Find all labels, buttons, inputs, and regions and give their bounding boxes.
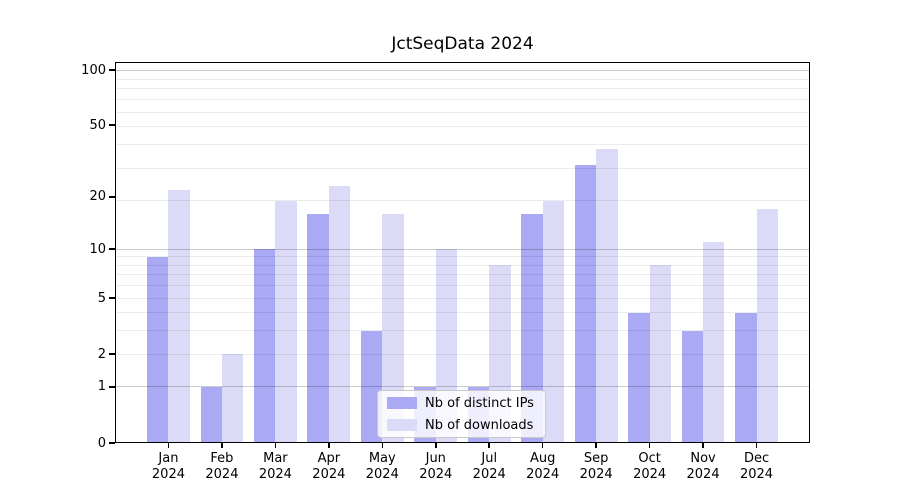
bar-nov-distinct-ips: [681, 330, 704, 443]
bar-jan-distinct-ips: [147, 256, 169, 443]
bar-sep-distinct-ips: [574, 165, 597, 443]
y-axis-tick: [109, 297, 115, 299]
x-axis-tick-label: Sep 2024: [579, 451, 613, 482]
x-axis-tick: [381, 443, 384, 448]
x-axis-tick-label: Jun 2024: [419, 451, 453, 482]
x-axis-tick-label: May 2024: [365, 451, 399, 482]
legend-label-distinct-ips: Nb of distinct IPs: [425, 395, 534, 411]
y-axis-tick-label: 0: [97, 435, 106, 451]
y-axis-tick-label: 1: [97, 379, 106, 395]
x-axis-tick-label: Jan 2024: [151, 451, 185, 482]
legend-swatch-distinct-ips-icon: [387, 397, 417, 409]
x-axis-tick-label: Aug 2024: [526, 451, 560, 482]
x-axis-tick: [167, 443, 170, 448]
legend-item-distinct-ips: Nb of distinct IPs: [387, 392, 545, 414]
x-axis-tick: [595, 443, 597, 448]
bar-may-distinct-ips: [360, 330, 383, 443]
y-axis-tick-label: 20: [89, 189, 106, 205]
x-axis-tick: [328, 443, 330, 448]
y-axis-tick: [109, 69, 115, 71]
x-axis-tick-label: Feb 2024: [205, 451, 239, 482]
x-axis-tick-label: Mar 2024: [258, 451, 292, 482]
legend-label-downloads: Nb of downloads: [425, 417, 534, 433]
x-axis-tick: [274, 443, 277, 448]
bar-oct-downloads: [649, 265, 671, 443]
x-axis-tick: [755, 443, 758, 448]
bar-mar-distinct-ips: [253, 249, 276, 443]
bar-aug-distinct-ips: [521, 214, 543, 443]
x-axis-tick-label: Dec 2024: [739, 451, 774, 482]
x-axis-tick-label: Jul 2024: [472, 451, 506, 482]
legend-item-downloads: Nb of downloads: [387, 414, 545, 436]
y-axis-tick: [109, 124, 115, 126]
y-axis-tick: [109, 353, 115, 355]
y-axis-tick: [109, 442, 115, 444]
x-axis-tick-label: Nov 2024: [686, 451, 720, 482]
bar-sep-downloads: [596, 149, 618, 443]
x-axis-tick-label: Oct 2024: [633, 451, 667, 482]
y-axis-tick: [109, 386, 115, 388]
bar-dec-downloads: [756, 209, 778, 443]
x-axis-tick: [702, 443, 704, 448]
x-axis-tick: [541, 443, 544, 448]
x-axis-tick-label: Apr 2024: [312, 451, 346, 482]
legend-swatch-downloads-icon: [387, 419, 417, 431]
legend: Nb of distinct IPs Nb of downloads: [377, 390, 546, 438]
y-axis-tick-label: 100: [81, 62, 106, 78]
x-axis-tick: [435, 443, 437, 448]
bar-nov-downloads: [703, 242, 725, 443]
bar-mar-downloads: [275, 200, 297, 443]
bar-may-downloads: [382, 214, 404, 443]
bar-jan-downloads: [168, 189, 190, 443]
y-axis-tick: [109, 248, 115, 250]
bar-apr-distinct-ips: [307, 214, 329, 443]
bar-feb-distinct-ips: [200, 386, 222, 443]
chart-title: JctSeqData 2024: [391, 34, 534, 54]
bar-oct-distinct-ips: [628, 312, 650, 443]
y-axis-tick-label: 2: [97, 346, 106, 362]
y-axis-tick: [109, 196, 115, 198]
y-axis-tick-label: 10: [89, 241, 106, 257]
x-axis-tick: [221, 443, 223, 448]
x-axis-tick: [488, 443, 490, 448]
x-axis-tick: [648, 443, 651, 448]
bar-apr-downloads: [328, 186, 351, 443]
y-axis-tick-label: 5: [97, 290, 106, 306]
y-axis-tick-label: 50: [89, 117, 106, 133]
bar-aug-downloads: [542, 200, 565, 443]
bar-dec-distinct-ips: [735, 312, 757, 443]
bar-feb-downloads: [221, 354, 244, 443]
